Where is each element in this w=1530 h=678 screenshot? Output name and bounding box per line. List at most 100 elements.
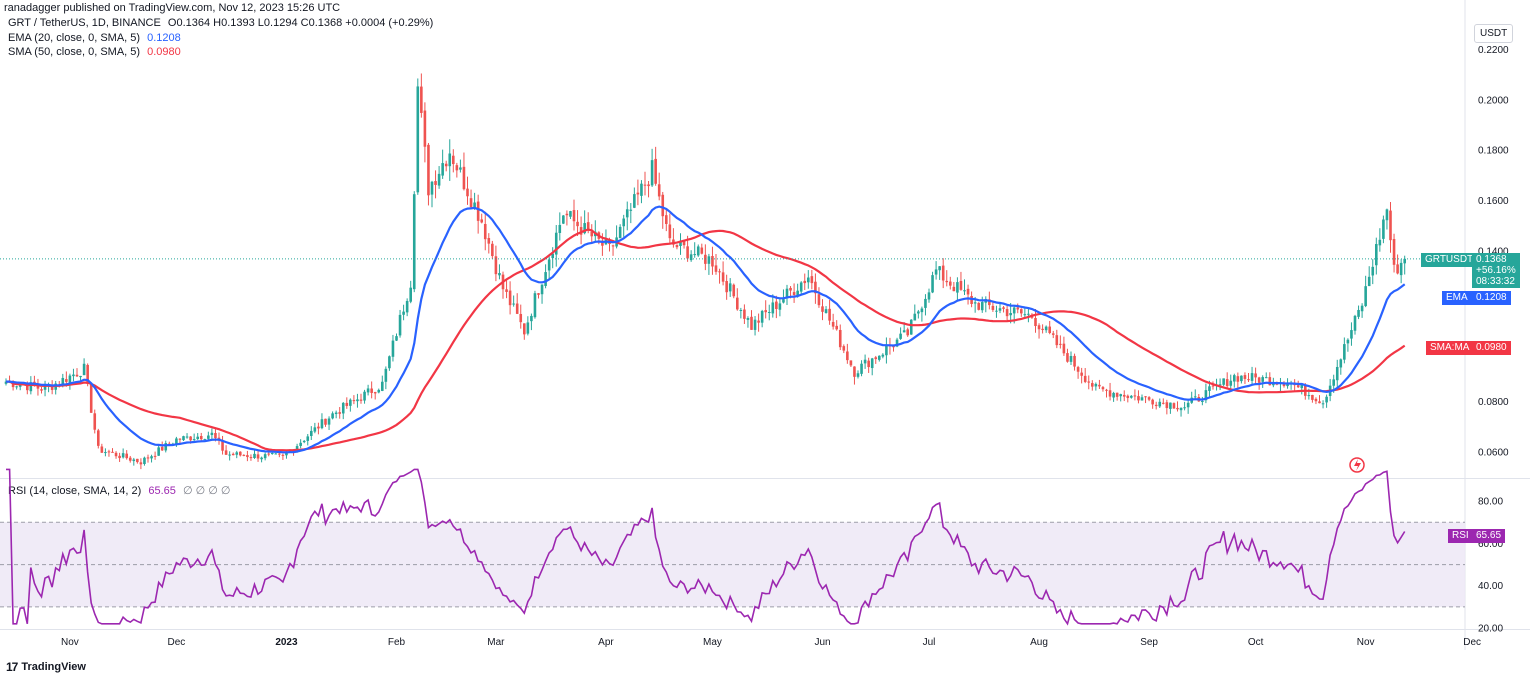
candle-body — [1268, 377, 1272, 386]
candle-body — [270, 452, 274, 454]
candle-body — [1364, 286, 1367, 307]
candle-body — [306, 436, 310, 441]
candle-body — [1233, 375, 1236, 382]
symbol-tag: GRTUSDT — [1421, 253, 1478, 267]
candle-body — [1023, 314, 1027, 316]
candle-body — [899, 333, 902, 339]
candle-body — [153, 455, 157, 457]
candle-body — [835, 325, 838, 330]
legend-sma-value: 0.0980 — [147, 46, 181, 58]
candle-body — [633, 194, 636, 208]
candle-body — [1027, 313, 1030, 315]
candle-body — [416, 86, 420, 193]
candle-body — [373, 392, 377, 394]
candle-body — [242, 454, 246, 456]
candle-body — [278, 453, 281, 455]
candle-body — [540, 284, 544, 295]
candle-body — [1261, 377, 1264, 382]
candle-body — [1083, 375, 1087, 382]
lightning-icon — [1349, 457, 1365, 473]
candle-body — [256, 454, 260, 459]
candle-body — [846, 351, 849, 361]
candle-body — [128, 457, 132, 461]
candle-body — [533, 293, 537, 318]
candle-body — [679, 240, 682, 247]
candle-body — [338, 412, 341, 414]
price-tick-label: 0.1600 — [1478, 196, 1509, 207]
price-tag: 0.1368 +56.16% 08:33:32 — [1472, 253, 1520, 288]
candle-body — [366, 388, 370, 393]
candle-body — [995, 310, 998, 312]
candle-body — [1009, 313, 1012, 316]
candle-body — [753, 319, 757, 330]
candle-body — [1172, 403, 1176, 409]
candle-body — [863, 359, 867, 364]
candle-body — [775, 301, 778, 309]
candle-body — [991, 305, 995, 310]
candle-body — [739, 309, 743, 311]
candle-body — [434, 181, 437, 185]
candle-body — [736, 297, 739, 310]
published-credit: ranadagger published on TradingView.com,… — [4, 2, 341, 14]
candle-body — [1062, 343, 1066, 354]
candle-body — [476, 201, 480, 221]
legend-rsi-value: 65.65 — [148, 485, 176, 497]
candle-body — [239, 451, 242, 456]
candle-body — [430, 181, 434, 195]
tradingview-logo[interactable]: 17 TradingView — [6, 660, 86, 674]
currency-selector[interactable]: USDT — [1474, 24, 1514, 43]
candle-body — [1044, 326, 1048, 331]
candle-body — [1055, 335, 1059, 346]
legend-ema-label: EMA (20, close, 0, SMA, 5) — [8, 32, 141, 44]
candle-body — [210, 432, 214, 436]
candle-body — [402, 311, 405, 315]
rsi-tick-label: 40.00 — [1478, 581, 1503, 592]
candle-body — [281, 454, 285, 456]
candle-body — [1066, 353, 1069, 362]
candle-body — [444, 163, 448, 167]
legend-rsi-row: RSI (14, close, SMA, 14, 2) 65.65 ∅ ∅ ∅ … — [8, 484, 234, 498]
candle-body — [1179, 407, 1183, 411]
candle-body — [473, 202, 476, 209]
candle-body — [324, 418, 327, 425]
candle-body — [178, 438, 182, 440]
candle-body — [906, 329, 909, 336]
candle-body — [160, 446, 164, 451]
candle-body — [973, 302, 977, 304]
candle-body — [483, 223, 487, 240]
candle-body — [515, 303, 519, 314]
candle-body — [1353, 315, 1357, 331]
candle-body — [1034, 318, 1037, 327]
price-tick-label: 0.1400 — [1478, 246, 1509, 257]
candle-body — [199, 436, 203, 440]
candle-body — [1243, 375, 1247, 379]
candle-body — [1176, 407, 1179, 410]
candle-body — [1037, 325, 1041, 330]
candle-body — [118, 455, 121, 459]
candle-body — [693, 254, 696, 256]
candle-body — [885, 345, 888, 356]
candle-body — [1339, 359, 1343, 368]
time-tick-label: Feb — [388, 637, 406, 648]
candle-body — [1101, 387, 1105, 390]
ema20-line — [6, 205, 1406, 454]
candle-body — [1130, 395, 1133, 398]
candle-body — [310, 430, 313, 436]
candle-body — [65, 379, 68, 382]
candle-body — [728, 283, 732, 292]
candle-body — [799, 282, 803, 292]
candle-body — [1137, 396, 1140, 401]
candle-body — [537, 293, 540, 295]
time-tick-label: Nov — [1357, 637, 1375, 648]
candle-body — [1069, 355, 1073, 362]
candle-body — [1375, 244, 1378, 266]
candle-body — [1240, 375, 1243, 382]
candle-body — [746, 318, 750, 320]
candle-body — [29, 382, 33, 392]
candle-body — [828, 308, 831, 321]
candle-body — [565, 213, 569, 216]
candle-body — [196, 436, 199, 440]
candle-body — [267, 453, 270, 455]
candle-body — [1122, 394, 1126, 397]
